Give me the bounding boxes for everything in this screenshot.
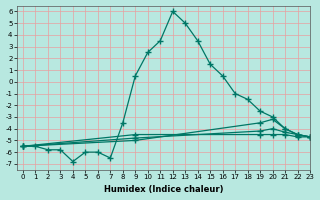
X-axis label: Humidex (Indice chaleur): Humidex (Indice chaleur) <box>104 185 223 194</box>
